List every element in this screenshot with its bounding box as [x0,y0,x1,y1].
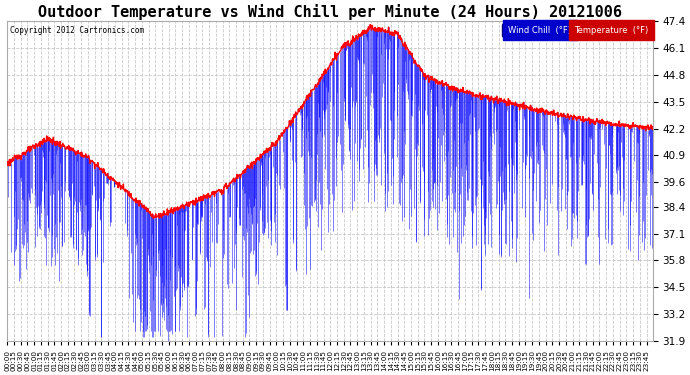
Title: Outdoor Temperature vs Wind Chill per Minute (24 Hours) 20121006: Outdoor Temperature vs Wind Chill per Mi… [38,4,622,20]
Text: Copyright 2012 Cartronics.com: Copyright 2012 Cartronics.com [10,26,144,35]
Legend: Wind Chill  (°F), Temperature  (°F): Wind Chill (°F), Temperature (°F) [502,23,651,37]
